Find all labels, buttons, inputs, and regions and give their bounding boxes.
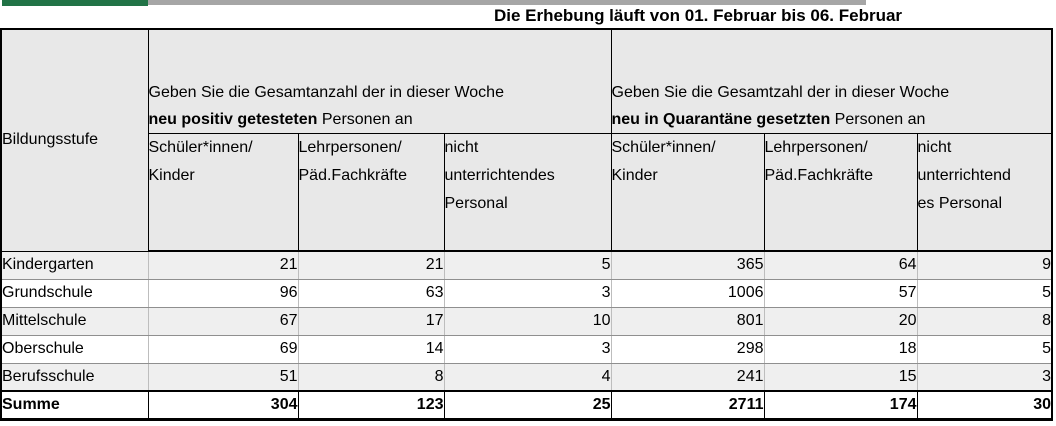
- value-cell[interactable]: 5: [917, 279, 1053, 308]
- total-cell[interactable]: 304: [148, 390, 299, 421]
- group1-suffix: Personen an: [317, 110, 413, 128]
- value-cell[interactable]: 10: [444, 307, 612, 336]
- value-cell[interactable]: 63: [298, 279, 445, 308]
- total-cell[interactable]: 174: [764, 390, 918, 421]
- value-cell[interactable]: 298: [611, 335, 765, 364]
- value-cell[interactable]: 20: [764, 307, 918, 336]
- total-cell[interactable]: 30: [917, 390, 1053, 421]
- value-cell[interactable]: 17: [298, 307, 445, 336]
- table-row-grundschule: Grundschule 96 63 3 1006 57 5: [0, 279, 1053, 308]
- total-cell[interactable]: 2711: [611, 390, 765, 421]
- value-cell[interactable]: 5: [444, 251, 612, 280]
- subheader-nonteaching-1[interactable]: nicht unterrichtendes Personal: [443, 132, 612, 252]
- group-header-row: Bildungsstufe Geben Sie die Gesamtanzahl…: [0, 28, 1053, 252]
- table-row-mittelschule: Mittelschule 67 17 10 801 20 8: [0, 307, 1053, 336]
- value-cell[interactable]: 15: [764, 363, 918, 392]
- group2-bold: neu in Quarantäne gesetzten: [611, 110, 831, 128]
- row-label[interactable]: Grundschule: [0, 279, 149, 308]
- group2-line1: Geben Sie die Gesamtzahl der in dieser W…: [611, 83, 950, 101]
- value-cell[interactable]: 3: [917, 363, 1053, 392]
- value-cell[interactable]: 9: [917, 251, 1053, 280]
- corner-header-label: Bildungsstufe: [2, 131, 99, 149]
- table-row-summe: Summe 304 123 25 2711 174 30: [0, 390, 1053, 421]
- total-cell[interactable]: 123: [298, 390, 445, 421]
- value-cell[interactable]: 51: [148, 363, 299, 392]
- subheader-teachers-2[interactable]: Lehrpersonen/ Päd.Fachkräfte: [763, 132, 918, 252]
- row-label[interactable]: Oberschule: [0, 335, 149, 364]
- value-cell[interactable]: 365: [611, 251, 765, 280]
- table-row-oberschule: Oberschule 69 14 3 298 18 5: [0, 335, 1053, 364]
- subheader-students-1[interactable]: Schüler*innen/ Kinder: [147, 132, 299, 252]
- survey-period-title: Die Erhebung läuft von 01. Februar bis 0…: [493, 6, 903, 25]
- value-cell[interactable]: 69: [148, 335, 299, 364]
- value-cell[interactable]: 1006: [611, 279, 765, 308]
- group-header-quarantine[interactable]: Geben Sie die Gesamtzahl der in dieser W…: [610, 28, 1053, 134]
- value-cell[interactable]: 57: [764, 279, 918, 308]
- value-cell[interactable]: 8: [917, 307, 1053, 336]
- corner-header-bildungsstufe[interactable]: Bildungsstufe: [0, 28, 149, 252]
- value-cell[interactable]: 801: [611, 307, 765, 336]
- value-cell[interactable]: 14: [298, 335, 445, 364]
- value-cell[interactable]: 241: [611, 363, 765, 392]
- subheader-students-2[interactable]: Schüler*innen/ Kinder: [610, 132, 765, 252]
- value-cell[interactable]: 67: [148, 307, 299, 336]
- gray-cell-bar: [148, 0, 866, 5]
- row-label[interactable]: Berufsschule: [0, 363, 149, 392]
- value-cell[interactable]: 21: [298, 251, 445, 280]
- table-row-berufsschule: Berufsschule 51 8 4 241 15 3: [0, 363, 1053, 392]
- value-cell[interactable]: 64: [764, 251, 918, 280]
- row-label[interactable]: Kindergarten: [0, 251, 149, 280]
- group1-line1: Geben Sie die Gesamtanzahl der in dieser…: [148, 83, 504, 101]
- value-cell[interactable]: 3: [444, 279, 612, 308]
- row-label[interactable]: Mittelschule: [0, 307, 149, 336]
- value-cell[interactable]: 18: [764, 335, 918, 364]
- group-header-positive-tested[interactable]: Geben Sie die Gesamtanzahl der in dieser…: [147, 28, 612, 134]
- value-cell[interactable]: 8: [298, 363, 445, 392]
- group2-suffix: Personen an: [830, 110, 926, 128]
- green-cell-bar: [2, 0, 148, 6]
- value-cell[interactable]: 3: [444, 335, 612, 364]
- table-row-kindergarten: Kindergarten 21 21 5 365 64 9: [0, 251, 1053, 280]
- total-label[interactable]: Summe: [0, 390, 149, 421]
- subheader-nonteaching-2[interactable]: nicht unterrichtend es Personal: [916, 132, 1053, 252]
- spreadsheet-table: Bildungsstufe Geben Sie die Gesamtanzahl…: [0, 28, 1053, 421]
- group1-bold: neu positiv getesteten: [148, 110, 318, 128]
- value-cell[interactable]: 21: [148, 251, 299, 280]
- subheader-row: Schüler*innen/ Kinder Lehrpersonen/ Päd.…: [1, 132, 1053, 252]
- total-cell[interactable]: 25: [444, 390, 612, 421]
- value-cell[interactable]: 4: [444, 363, 612, 392]
- top-cell-strip: [0, 0, 1056, 6]
- value-cell[interactable]: 96: [148, 279, 299, 308]
- value-cell[interactable]: 5: [917, 335, 1053, 364]
- subheader-teachers-1[interactable]: Lehrpersonen/ Päd.Fachkräfte: [297, 132, 445, 252]
